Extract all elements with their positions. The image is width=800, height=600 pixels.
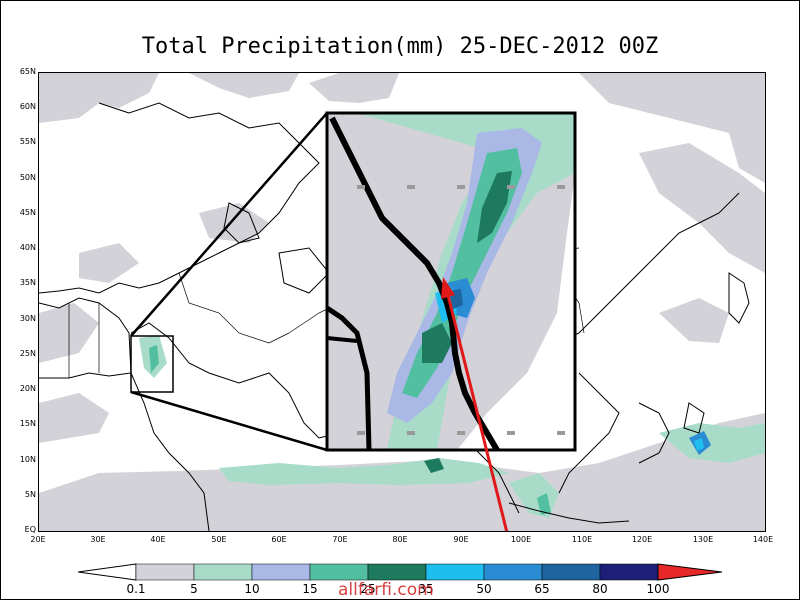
colorbar-label: 80	[592, 582, 608, 596]
colorbar-label: 5	[190, 582, 198, 596]
colorbar-segment	[425, 563, 485, 581]
lon-label: 70E	[332, 535, 348, 544]
lat-label: 15N	[19, 419, 36, 428]
colorbar-segment	[599, 563, 659, 581]
red-arrow	[441, 277, 509, 531]
colorbar-min-arrow	[78, 563, 137, 581]
colorbar-segment	[483, 563, 543, 581]
lat-label: 50N	[19, 173, 36, 182]
lat-label: EQ	[24, 525, 36, 534]
lat-label: 60N	[19, 102, 36, 111]
colorbar-label: 0.1	[126, 582, 146, 596]
lat-label: 25N	[19, 349, 36, 358]
colorbar-label: 10	[244, 582, 260, 596]
lat-label: 20N	[19, 384, 36, 393]
lon-label: 40E	[150, 535, 166, 544]
lat-label: 65N	[19, 67, 36, 76]
colorbar	[78, 563, 722, 581]
colorbar-label: 25	[360, 582, 376, 596]
lon-label: 120E	[631, 535, 653, 544]
lon-label: 20E	[30, 535, 46, 544]
colorbar-segment	[367, 563, 427, 581]
lon-label: 60E	[271, 535, 287, 544]
colorbar-segment	[251, 563, 311, 581]
lat-label: 55N	[19, 137, 36, 146]
colorbar-segment	[135, 563, 195, 581]
lon-label: 130E	[692, 535, 714, 544]
lon-label: 140E	[752, 535, 774, 544]
colorbar-label: 35	[418, 582, 434, 596]
lon-label: 90E	[453, 535, 469, 544]
heavy-precip-areas	[149, 345, 711, 515]
zoom-source-box	[130, 335, 174, 393]
colorbar-label: 15	[302, 582, 318, 596]
lat-label: 30N	[19, 314, 36, 323]
lon-label: 80E	[392, 535, 408, 544]
lon-label: 30E	[90, 535, 106, 544]
watermark: allfarfi.com	[338, 580, 434, 600]
colorbar-max-arrow	[657, 563, 722, 581]
precipitation-map	[38, 72, 766, 532]
lat-label: 45N	[19, 208, 36, 217]
lat-label: 10N	[19, 455, 36, 464]
lat-label: 40N	[19, 243, 36, 252]
colorbar-segment	[193, 563, 253, 581]
lat-label: 5N	[24, 490, 36, 499]
colorbar-label: 50	[476, 582, 492, 596]
colorbar-segment	[309, 563, 369, 581]
colorbar-segment	[541, 563, 601, 581]
zoom-connector-bottom	[130, 390, 328, 452]
lat-label: 35N	[19, 278, 36, 287]
colorbar-label: 65	[534, 582, 550, 596]
lon-label: 50E	[211, 535, 227, 544]
lon-label: 110E	[571, 535, 593, 544]
zoom-inset	[325, 111, 577, 452]
lon-label: 100E	[510, 535, 532, 544]
map-title: Total Precipitation(mm) 25-DEC-2012 00Z	[141, 34, 659, 59]
zoom-connector-top	[130, 112, 328, 337]
colorbar-label: 100	[646, 582, 670, 596]
zoom-grid-marks	[357, 185, 565, 435]
